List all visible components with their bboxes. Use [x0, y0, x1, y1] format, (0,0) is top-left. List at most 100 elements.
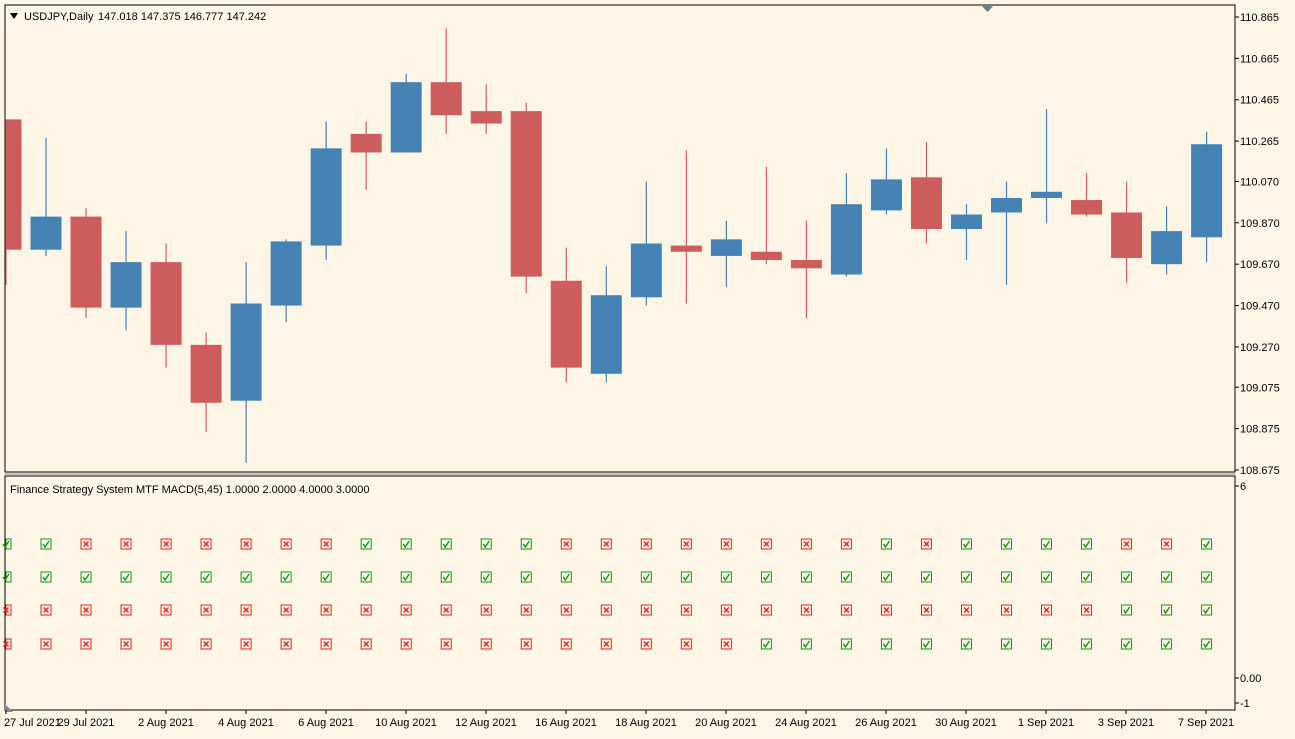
chart-shift-marker-icon[interactable] — [981, 5, 994, 12]
dropdown-triangle-icon[interactable] — [10, 13, 18, 19]
cross-icon — [520, 604, 532, 616]
cross-icon — [280, 638, 292, 650]
candle — [390, 73, 422, 153]
ytick-label: 109.270 — [1240, 342, 1280, 354]
check-icon — [1081, 571, 1093, 583]
cross-icon — [240, 538, 252, 550]
cross-icon — [720, 538, 732, 550]
check-icon — [480, 538, 492, 550]
check-icon — [600, 571, 612, 583]
indicator-title: Finance Strategy System MTF MACD(5,45) 1… — [10, 484, 370, 496]
xtick-label: 10 Aug 2021 — [375, 717, 437, 729]
cross-icon — [1041, 604, 1053, 616]
xtick-label: 4 Aug 2021 — [218, 717, 274, 729]
candle-body — [270, 241, 302, 306]
cross-icon — [560, 538, 572, 550]
ytick-label: 109.075 — [1240, 382, 1280, 394]
check-icon — [1001, 538, 1012, 550]
cross-icon — [80, 638, 92, 650]
check-icon — [760, 571, 772, 583]
check-icon — [1081, 538, 1093, 550]
check-icon — [400, 571, 412, 583]
cross-icon — [760, 604, 772, 616]
candle — [190, 332, 222, 432]
candle — [30, 138, 62, 256]
candle — [830, 173, 862, 277]
signals-layer — [2, 538, 1213, 650]
xtick-label: 12 Aug 2021 — [455, 717, 517, 729]
check-icon — [840, 638, 852, 650]
candle-body — [110, 262, 142, 308]
candle — [910, 142, 942, 244]
candle — [950, 204, 982, 261]
candles-layer — [5, 28, 1223, 463]
check-icon — [440, 571, 452, 583]
check-icon — [960, 638, 972, 650]
check-icon — [880, 638, 892, 650]
ytick-label: 109.870 — [1240, 218, 1280, 230]
check-icon — [320, 571, 332, 583]
check-icon — [360, 538, 372, 550]
candle-body — [6, 119, 22, 250]
candle-body — [430, 82, 462, 116]
cross-icon — [560, 638, 572, 650]
candle — [590, 266, 622, 383]
cross-icon — [680, 638, 692, 650]
cross-icon — [1161, 538, 1173, 550]
candle — [991, 181, 1022, 285]
candle-body — [230, 303, 262, 401]
cross-icon — [200, 538, 212, 550]
cross-icon — [440, 604, 452, 616]
cross-icon — [920, 604, 932, 616]
cross-icon — [120, 604, 132, 616]
cross-icon — [760, 538, 772, 550]
check-icon — [1041, 538, 1053, 550]
cross-icon — [280, 538, 292, 550]
check-icon — [1201, 638, 1213, 650]
scroll-marker-icon[interactable] — [5, 704, 13, 712]
cross-icon — [720, 638, 732, 650]
cross-icon — [160, 604, 172, 616]
check-icon — [120, 571, 132, 583]
check-icon — [480, 571, 492, 583]
xtick-label: 2 Aug 2021 — [138, 717, 194, 729]
cross-icon — [200, 604, 212, 616]
check-icon — [80, 571, 92, 583]
check-icon — [1201, 571, 1213, 583]
candle-body — [190, 344, 222, 403]
xtick-label: 24 Aug 2021 — [775, 717, 837, 729]
candle-body — [950, 214, 982, 230]
candle — [1031, 109, 1063, 223]
xtick-label: 3 Sep 2021 — [1098, 717, 1154, 729]
check-icon — [1161, 604, 1173, 616]
price-panel[interactable] — [4, 4, 1236, 473]
ytick-label: 110.070 — [1240, 176, 1279, 188]
check-icon — [720, 571, 732, 583]
check-icon — [1001, 571, 1012, 583]
candle — [670, 150, 702, 304]
check-icon — [360, 571, 372, 583]
check-icon — [1121, 604, 1133, 616]
check-icon — [880, 571, 892, 583]
ytick-label: 109.470 — [1240, 301, 1280, 313]
cross-icon — [360, 604, 372, 616]
candle-body — [790, 260, 822, 269]
candle-body — [1151, 231, 1183, 265]
cross-icon — [640, 638, 652, 650]
indicator-ytick-label: -1 — [1240, 698, 1250, 710]
cross-icon — [1081, 604, 1093, 616]
check-icon — [920, 571, 932, 583]
xtick-label: 30 Aug 2021 — [935, 717, 997, 729]
ytick-label: 108.675 — [1240, 465, 1280, 477]
xtick-label: 18 Aug 2021 — [615, 717, 677, 729]
cross-icon — [720, 604, 732, 616]
check-icon — [2, 538, 12, 550]
candle — [470, 84, 502, 134]
ytick-label: 110.265 — [1240, 136, 1279, 148]
candle-body — [670, 245, 702, 252]
ytick-label: 110.665 — [1240, 53, 1279, 65]
indicator-panel[interactable] — [4, 475, 1236, 711]
price-axis: 110.865 110.665 110.465 110.265 110.070 109.8… — [1235, 12, 1280, 477]
ohlc-label: 147.018 147.375 146.777 147.242 — [98, 11, 266, 23]
